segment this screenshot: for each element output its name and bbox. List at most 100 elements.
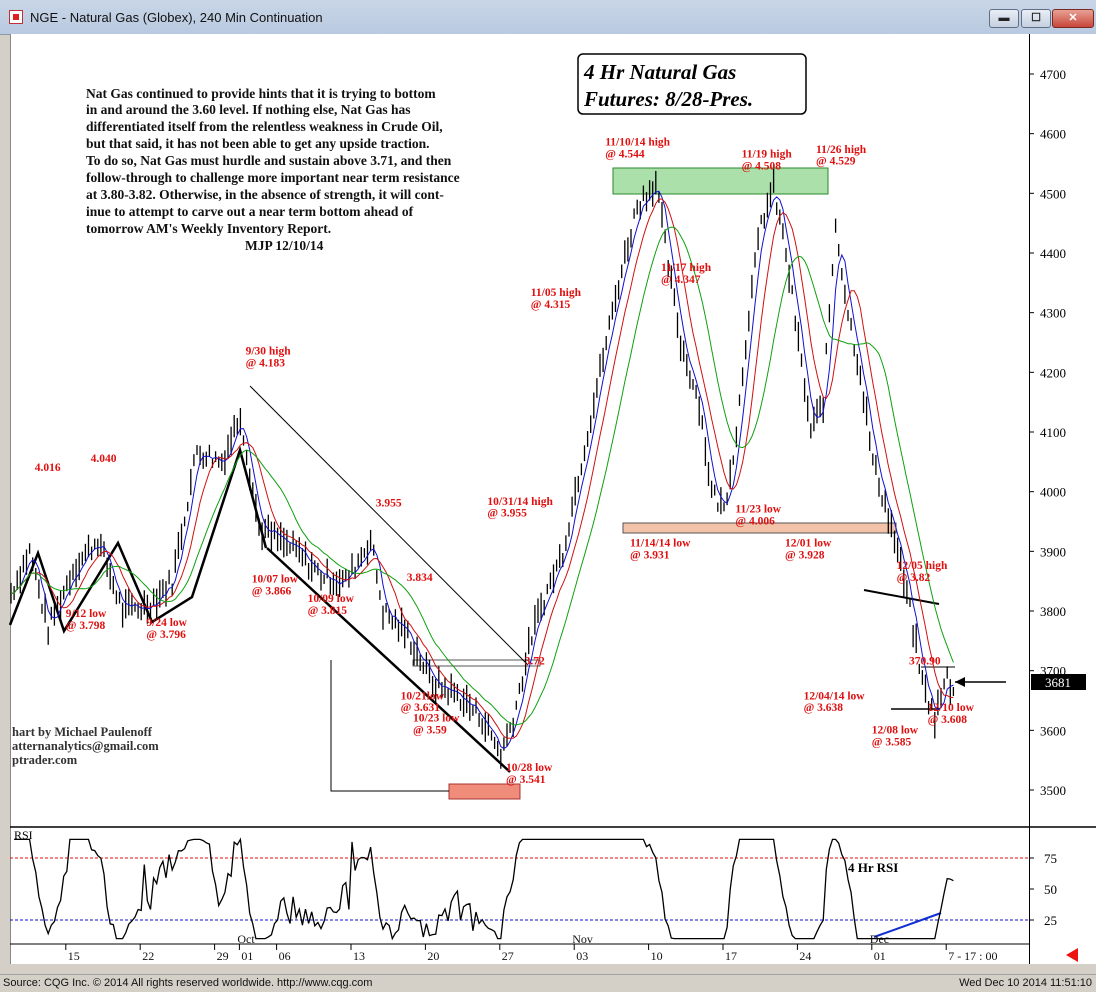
price-annotation: @ 4.347 xyxy=(661,274,701,286)
price-annotation: 12/08 low xyxy=(872,724,919,736)
price-annotation: 3.834 xyxy=(407,572,433,584)
price-annotation: @ 4.006 xyxy=(735,515,775,527)
price-tick-label: 4300 xyxy=(1040,306,1066,321)
minimize-button[interactable]: ▬ xyxy=(989,9,1019,28)
status-bar: Source: CQG Inc. © 2014 All rights reser… xyxy=(0,974,1096,992)
price-annotation: @ 3.928 xyxy=(785,549,825,561)
resistance-zone-box xyxy=(612,167,829,195)
price-annotation: 11/05 high xyxy=(531,287,582,299)
maximize-button[interactable]: ☐ xyxy=(1021,9,1051,28)
price-annotation: 9/24 low xyxy=(146,617,187,629)
price-annotation: @ 3.931 xyxy=(630,549,670,561)
credit-line: atternanalytics@gmail.com xyxy=(12,739,159,753)
price-tick-label: 4500 xyxy=(1040,186,1066,201)
time-tick-label: 10 xyxy=(651,949,663,963)
commentary-line: follow-through to challenge more importa… xyxy=(86,170,460,185)
price-tick-label: 4100 xyxy=(1040,425,1066,440)
price-annotation: 10/21low xyxy=(401,690,445,702)
price-annotation: @ 3.955 xyxy=(487,508,527,520)
chart-title-line2: Futures: 8/28-Pres. xyxy=(583,87,753,111)
rsi-tick-label: 25 xyxy=(1044,913,1057,928)
chart-area[interactable] xyxy=(10,34,1030,964)
price-annotation: 3.955 xyxy=(376,498,402,510)
time-tick-label: 03 xyxy=(576,949,588,963)
window-title: NGE - Natural Gas (Globex), 240 Min Cont… xyxy=(30,10,323,25)
rsi-series xyxy=(14,837,954,941)
credit-block: hart by Michael Paulenoff atternanalytic… xyxy=(12,725,159,767)
time-tick-label: 7 - 17 : 00 xyxy=(948,949,997,963)
time-tick-label: 24 xyxy=(799,949,811,963)
downtrend-resistance-line xyxy=(249,385,529,666)
low-zone-box xyxy=(448,783,521,800)
price-annotation: @ 3.638 xyxy=(804,702,844,714)
price-annotation: @ 3.59 xyxy=(413,724,447,736)
price-annotation: 12/04/14 low xyxy=(804,690,866,702)
price-annotation: 11/17 high xyxy=(661,262,712,274)
time-tick-label: 20 xyxy=(427,949,439,963)
chart-title-line1: 4 Hr Natural Gas xyxy=(583,60,736,84)
price-annotation: @ 4.529 xyxy=(816,156,856,168)
price-annotation: @ 4.315 xyxy=(531,299,571,311)
commentary-line: Nat Gas continued to provide hints that … xyxy=(86,86,436,101)
price-tick-label: 4700 xyxy=(1040,67,1066,82)
time-tick-label: 22 xyxy=(142,949,154,963)
time-tick-label: 01 xyxy=(241,949,253,963)
dec-resistance-line xyxy=(863,589,940,605)
price-annotation: 11/19 high xyxy=(742,149,793,161)
price-annotation: 11/14/14 low xyxy=(630,538,691,550)
current-price-box xyxy=(1031,674,1086,690)
price-annotation: 11/23 low xyxy=(735,504,781,516)
commentary-line: at 3.80-3.82. Otherwise, in the absence … xyxy=(86,187,444,202)
price-annotation: 4.016 xyxy=(35,462,61,474)
commentary-line: tomorrow AM's Weekly Inventory Report. xyxy=(86,221,331,236)
downtrend-support-line xyxy=(266,547,511,773)
chart-title-box xyxy=(577,53,807,115)
time-tick-label: 29 xyxy=(217,949,229,963)
price-tick-label: 4400 xyxy=(1040,246,1066,261)
price-annotation: @ 3.585 xyxy=(872,736,912,748)
price-annotation: @ 3.82 xyxy=(897,572,931,584)
signature: MJP 12/10/14 xyxy=(245,238,324,253)
close-button[interactable]: ✕ xyxy=(1052,9,1094,28)
price-annotation: 10/09 low xyxy=(308,593,355,605)
current-price-label: 3681 xyxy=(1045,675,1071,690)
price-annotation: @ 3.631 xyxy=(401,702,441,714)
price-annotation: @ 3.815 xyxy=(308,605,348,617)
ma-medium-line xyxy=(10,198,954,739)
price-annotation: 9/30 high xyxy=(246,345,292,357)
app-icon xyxy=(9,10,23,24)
commentary-line: but that said, it has not been able to g… xyxy=(86,136,430,151)
minimize-icon: ▬ xyxy=(998,12,1010,24)
price-annotation: 12/05 high xyxy=(897,560,948,572)
swing-path-line xyxy=(8,445,268,634)
price-tick-label: 3600 xyxy=(1040,723,1066,738)
price-annotation: @ 3.798 xyxy=(66,620,106,632)
price-annotation: @ 3.866 xyxy=(252,585,292,597)
price-annotation: 4.040 xyxy=(91,453,117,465)
price-annotation: 12/10 low xyxy=(928,702,975,714)
ma-slow-line xyxy=(10,226,954,726)
credit-line: hart by Michael Paulenoff xyxy=(12,725,153,739)
price-annotation: @ 4.508 xyxy=(742,160,782,172)
price-tick-label: 3500 xyxy=(1040,783,1066,798)
price-axis-ticks: 4700 4600 4500 4400 4300 4200 4100 4000 3900 3800… xyxy=(1029,67,1066,928)
status-datetime: Wed Dec 10 2014 11:51:10 xyxy=(959,977,1092,989)
scroll-left-icon[interactable] xyxy=(1066,948,1078,962)
price-annotation: @ 3.608 xyxy=(928,714,968,726)
rsi-tick-label: 75 xyxy=(1044,851,1057,866)
price-annotation: @ 3.796 xyxy=(146,629,186,641)
commentary-line: differentiated itself from the relentles… xyxy=(86,119,443,134)
price-annotation: 10/28 low xyxy=(506,762,553,774)
price-annotation: @ 4.183 xyxy=(246,357,286,369)
price-annotation: @ 4.544 xyxy=(605,149,645,161)
commentary-line: To do so, Nat Gas must hurdle and sustai… xyxy=(86,153,452,168)
price-annotation: 370.90 xyxy=(909,656,941,668)
bracket-line xyxy=(330,660,449,792)
rsi-tick-label: 50 xyxy=(1044,882,1057,897)
rsi-note: 4 Hr RSI xyxy=(848,860,898,875)
price-tick-label: 4000 xyxy=(1040,485,1066,500)
price-annotation: 9/12 low xyxy=(66,608,107,620)
price-tick-label: 4200 xyxy=(1040,365,1066,380)
